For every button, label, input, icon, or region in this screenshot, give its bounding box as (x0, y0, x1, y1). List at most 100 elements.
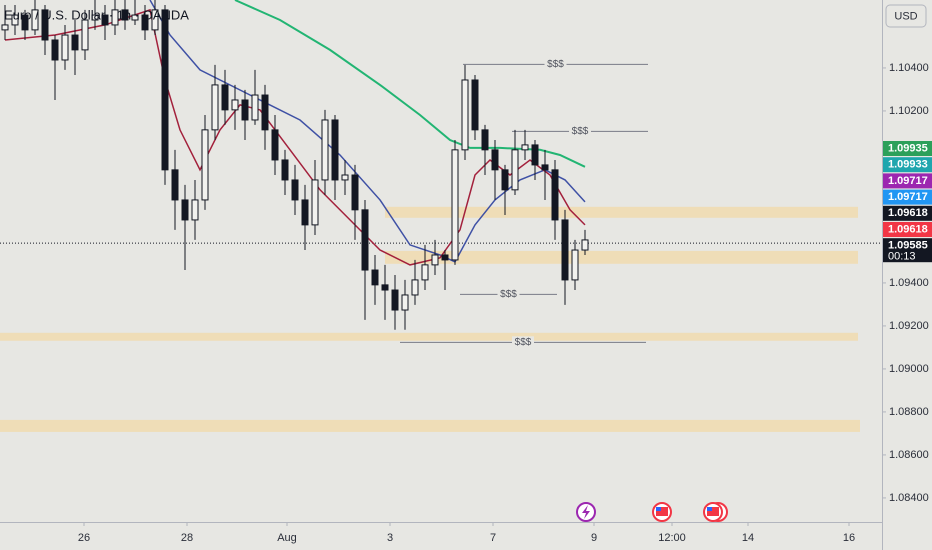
candle-body (271, 129, 279, 161)
level-label: $$$ (500, 289, 517, 300)
event-icon[interactable] (576, 502, 596, 522)
supply-demand-zone (385, 250, 858, 264)
event-icon[interactable] (703, 502, 728, 522)
supply-demand-zone (0, 332, 858, 341)
candle-body (11, 14, 19, 26)
candle-body (381, 284, 389, 291)
y-tick-label: 1.08800 (889, 406, 929, 418)
y-tick-label: 1.08600 (889, 449, 929, 461)
price-tag (883, 189, 932, 205)
candle-body (131, 14, 139, 21)
price-tag (883, 238, 932, 263)
x-tick-label: 7 (490, 532, 496, 544)
candle-body (101, 14, 109, 26)
candle-body (151, 9, 159, 31)
price-tag (883, 141, 932, 156)
symbol-title: Euro / U.S. Dollar · 1h · OANDA (4, 7, 189, 22)
moving-average-line (234, 0, 586, 168)
price-tag-label: 1.09618 (888, 207, 928, 219)
level-label: $$$ (572, 126, 589, 137)
x-tick-label: 26 (78, 532, 90, 544)
price-tag-label: 1.09717 (888, 175, 928, 187)
candle-body (111, 9, 119, 26)
candle-body (21, 14, 29, 31)
y-tick-label: 1.08400 (889, 492, 929, 504)
price-tag-label: 1.09618 (888, 223, 928, 235)
x-tick-label: 3 (387, 532, 393, 544)
currency-button[interactable] (885, 4, 927, 28)
event-icon[interactable] (652, 502, 672, 522)
price-tag-label: 1.09717 (888, 191, 928, 203)
candle-body (561, 219, 569, 281)
candle-body (401, 294, 409, 311)
x-tick-label: 28 (181, 532, 193, 544)
candle-body (351, 174, 359, 211)
candle-body (301, 199, 309, 226)
candle-body (251, 94, 259, 121)
candle-body (551, 169, 559, 221)
candle-body (191, 199, 199, 221)
x-tick-label: 9 (591, 532, 597, 544)
candle-body (171, 169, 179, 201)
candle-body (41, 9, 49, 41)
candle-body (161, 9, 169, 171)
candle-body (91, 14, 99, 21)
candle-body (281, 159, 289, 181)
candle-body (241, 99, 249, 121)
candle-body (371, 269, 379, 286)
candle-body (61, 34, 69, 61)
candle-body (261, 94, 269, 131)
level-label-bg (544, 58, 567, 71)
candle-body (181, 199, 189, 221)
y-tick-label: 1.09200 (889, 320, 929, 332)
candle-body (521, 144, 529, 151)
candle-body (541, 164, 549, 171)
y-tick-label: 1.09000 (889, 363, 929, 375)
price-tag (883, 173, 932, 189)
x-tick-label: 14 (742, 532, 754, 544)
candle-body (361, 209, 369, 271)
candle-body (431, 254, 439, 266)
supply-demand-zone (0, 419, 860, 432)
candle-body (531, 144, 539, 166)
candle-body (321, 119, 329, 181)
candle-body (421, 264, 429, 281)
candle-body (491, 149, 499, 171)
supply-demand-zone (385, 206, 858, 218)
candle-body (121, 9, 129, 21)
price-tag (883, 222, 932, 237)
candle-body (211, 84, 219, 131)
candle-body (461, 79, 469, 151)
candle-body (411, 279, 419, 296)
candle-body (501, 169, 509, 191)
candle-body (1, 24, 9, 31)
candle-body (441, 254, 449, 261)
candle-body (231, 99, 239, 111)
candle-body (511, 149, 519, 191)
candle-body (391, 289, 399, 311)
candle-body (141, 14, 149, 31)
candle-body (481, 129, 489, 151)
plot-area: $$$ $$$ $$$ $$$ (0, 0, 882, 432)
candle-body (31, 9, 39, 31)
y-tick-label: 1.10200 (889, 105, 929, 117)
x-tick-label: 16 (843, 532, 855, 544)
candle-body (471, 79, 479, 131)
level-label-bg (512, 336, 534, 349)
candle-body (81, 19, 89, 51)
price-tag-label: 1.09585 (888, 240, 928, 252)
candle-body (331, 119, 339, 181)
level-label-bg (497, 288, 520, 301)
level-label: $$$ (547, 59, 564, 70)
candle-body (201, 129, 209, 201)
currency-label[interactable]: USD (894, 10, 917, 22)
candle-body (581, 239, 589, 251)
y-tick-label: 1.10400 (889, 62, 929, 74)
candle-body (51, 39, 59, 61)
candle-body (571, 249, 579, 281)
candle-body (291, 179, 299, 201)
price-tag (883, 205, 932, 221)
candle-body (451, 149, 459, 261)
